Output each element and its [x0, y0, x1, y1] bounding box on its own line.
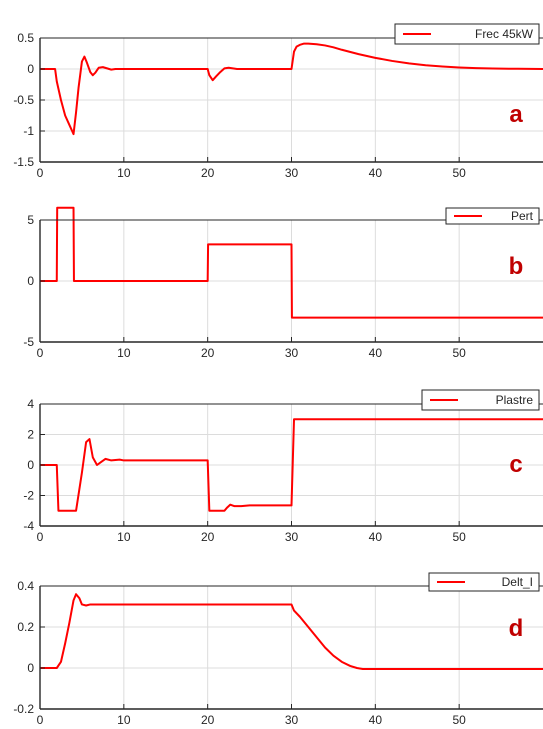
legend-label: Frec 45kW: [475, 27, 534, 41]
x-tick-label: 10: [117, 346, 131, 360]
y-tick-label: 0: [27, 62, 34, 76]
x-tick-label: 20: [201, 713, 215, 727]
x-tick-label: 40: [369, 530, 383, 544]
x-tick-label: 40: [369, 166, 383, 180]
x-tick-label: 30: [285, 346, 299, 360]
series-line-d: [40, 593, 543, 671]
series-line-a: [40, 42, 543, 136]
legend-box: [421, 389, 540, 411]
y-tick-label: -2: [23, 489, 34, 503]
x-tick-label: 10: [117, 530, 131, 544]
y-tick-label: -1: [23, 124, 34, 138]
y-tick-label: 5: [27, 213, 34, 227]
series-line-c: [40, 418, 543, 512]
chart-panel-a: 0 10 20 30 40 50 0.5 0 -0.5 -1 -1.5 Frec 45kW a: [13, 23, 543, 180]
y-tick-label: -5: [23, 335, 34, 349]
x-tick-label: 40: [369, 346, 383, 360]
legend-box: [394, 23, 540, 45]
legend: Delt_I: [428, 572, 540, 592]
legend-label: Plastre: [496, 393, 534, 407]
x-tick-label: 30: [285, 530, 299, 544]
y-tick-label: -0.2: [13, 702, 34, 716]
y-tick-label: 2: [27, 428, 34, 442]
x-tick-label: 40: [369, 713, 383, 727]
y-tick-label: 0.5: [17, 31, 34, 45]
x-tick-label: 50: [452, 530, 466, 544]
x-tick-label: 10: [117, 713, 131, 727]
x-tick-label: 50: [452, 166, 466, 180]
legend-label: Pert: [511, 209, 534, 223]
x-tick-label: 20: [201, 166, 215, 180]
x-tick-label: 50: [452, 346, 466, 360]
legend: Pert: [445, 207, 540, 225]
x-tick-label: 20: [201, 346, 215, 360]
x-tick-label: 0: [37, 166, 44, 180]
legend-box: [428, 572, 540, 592]
y-tick-label: 0.2: [17, 620, 34, 634]
y-tick-label: 0.4: [17, 579, 34, 593]
panel-letter: d: [509, 615, 524, 642]
legend-box: [445, 207, 540, 225]
y-tick-label: 0: [27, 458, 34, 472]
x-tick-label: 10: [117, 166, 131, 180]
y-tick-label: -4: [23, 519, 34, 533]
legend: Frec 45kW: [394, 23, 540, 45]
panel-letter: b: [509, 253, 524, 280]
x-tick-label: 30: [285, 713, 299, 727]
x-tick-label: 0: [37, 713, 44, 727]
y-tick-label: 0: [27, 274, 34, 288]
panel-letter: a: [509, 101, 523, 128]
y-tick-label: 0: [27, 661, 34, 675]
legend-label: Delt_I: [502, 575, 533, 589]
y-tick-label: 4: [27, 397, 34, 411]
x-tick-label: 0: [37, 530, 44, 544]
y-tick-label: -0.5: [13, 93, 34, 107]
x-tick-label: 50: [452, 713, 466, 727]
x-tick-label: 30: [285, 166, 299, 180]
series-line-b: [40, 206, 543, 319]
legend: Plastre: [421, 389, 540, 411]
x-tick-label: 0: [37, 346, 44, 360]
panel-letter: c: [509, 451, 522, 478]
x-tick-label: 20: [201, 530, 215, 544]
y-tick-label: -1.5: [13, 155, 34, 169]
